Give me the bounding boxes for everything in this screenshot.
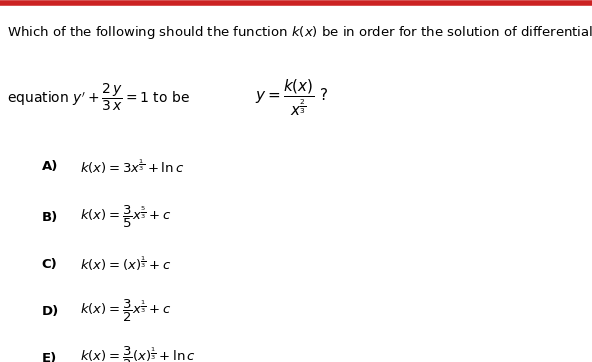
Text: E): E) [41,352,57,362]
Text: $k(x) = 3x^{\frac{1}{3}} +\ln c$: $k(x) = 3x^{\frac{1}{3}} +\ln c$ [80,157,184,176]
Text: A): A) [41,160,58,173]
Text: B): B) [41,211,57,224]
Text: $k(x) = (x)^{\frac{1}{3}} +c$: $k(x) = (x)^{\frac{1}{3}} +c$ [80,255,171,273]
Text: D): D) [41,305,59,318]
Text: $k(x) = \dfrac{3}{5}x^{\frac{5}{3}} +c$: $k(x) = \dfrac{3}{5}x^{\frac{5}{3}} +c$ [80,204,172,230]
Text: C): C) [41,258,57,271]
Text: $y = \dfrac{k(x)}{x^{\frac{2}{3}}}\ $?: $y = \dfrac{k(x)}{x^{\frac{2}{3}}}\ $? [255,77,328,118]
Text: Which of the following should the function $k(x)$ be in order for the solution o: Which of the following should the functi… [7,24,592,41]
Text: $k(x) = \dfrac{3}{2}x^{\frac{1}{3}} +c$: $k(x) = \dfrac{3}{2}x^{\frac{1}{3}} +c$ [80,298,172,324]
Text: equation $y' + \dfrac{2\,y}{3\,x} = 1$ to be: equation $y' + \dfrac{2\,y}{3\,x} = 1$ t… [7,82,190,113]
Text: $k(x) = \dfrac{3}{2}(x)^{\frac{1}{3}} +\ln c$: $k(x) = \dfrac{3}{2}(x)^{\frac{1}{3}} +\… [80,345,196,362]
